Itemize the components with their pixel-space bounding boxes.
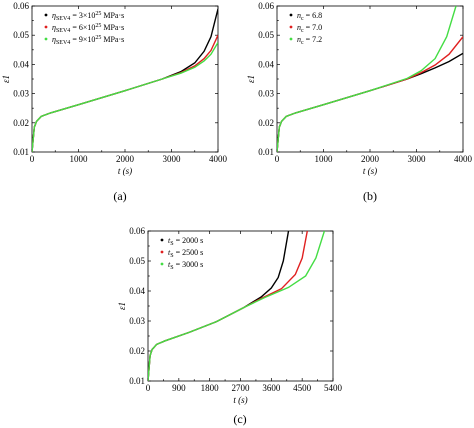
y-tick-label: 0.05 <box>129 256 145 266</box>
series-line-2 <box>277 6 457 152</box>
legend-label: ηSEV4 = 9×1025 MPa·s <box>52 35 124 46</box>
legend-marker <box>160 250 164 254</box>
x-axis-title: t (s) <box>118 166 132 176</box>
y-tick-label: 0.04 <box>258 59 274 69</box>
x-axis-title: t (s) <box>363 166 377 176</box>
x-axis-title: t (s) <box>233 395 247 405</box>
y-tick-label: 0.06 <box>129 226 145 236</box>
y-tick-label: 0.03 <box>13 89 29 99</box>
x-tick-label: 1000 <box>315 154 334 164</box>
legend-marker <box>289 25 293 29</box>
x-tick-label: 4000 <box>209 154 228 164</box>
series-line-1 <box>277 36 463 152</box>
y-axis-title: ε1 <box>246 75 256 83</box>
legend-label: tS = 2000 s <box>168 236 203 247</box>
legend-marker <box>44 13 48 17</box>
y-tick-label: 0.02 <box>13 118 29 128</box>
x-tick-label: 3600 <box>262 383 281 393</box>
x-tick-label: 1000 <box>70 154 89 164</box>
series-line-2 <box>32 42 218 152</box>
panel-label: (a) <box>113 189 126 203</box>
y-tick-label: 0.01 <box>258 147 274 157</box>
x-tick-label: 0 <box>30 154 35 164</box>
y-tick-label: 0.03 <box>258 89 274 99</box>
legend-label: nc = 7.0 <box>297 23 322 34</box>
y-tick-label: 0.05 <box>258 30 274 40</box>
y-axis-title: ε1 <box>1 75 11 83</box>
y-tick-label: 0.06 <box>13 1 29 11</box>
legend-marker <box>44 37 48 41</box>
y-tick-label: 0.02 <box>129 346 145 356</box>
x-tick-label: 5400 <box>324 383 343 393</box>
legend-marker <box>160 238 164 242</box>
chart-panel-1: 0 1000 2000 3000 4000 0.01 0.02 0.03 0.04 0.05 0.0… <box>246 1 473 203</box>
x-tick-label: 2000 <box>116 154 135 164</box>
panel-label: (b) <box>363 189 377 203</box>
legend-label: nc = 6.8 <box>297 11 322 22</box>
x-tick-label: 1800 <box>201 383 220 393</box>
series-line-2 <box>148 231 326 381</box>
x-tick-label: 3000 <box>163 154 182 164</box>
y-tick-label: 0.02 <box>258 118 274 128</box>
legend-label: ηSEV4 = 3×1025 MPa·s <box>52 11 124 22</box>
x-tick-label: 4500 <box>293 383 312 393</box>
y-tick-label: 0.01 <box>129 376 145 386</box>
chart-panel-2: 0 900 1800 2700 3600 4500 5400 0.01 0.02 0.03 0.04… <box>117 226 343 426</box>
chart-panel-0: 0 1000 2000 3000 4000 0.01 0.02 0.03 0.04 0.05 0.0… <box>1 1 228 203</box>
x-tick-label: 4000 <box>454 154 473 164</box>
x-tick-label: 2000 <box>361 154 380 164</box>
legend-marker <box>44 25 48 29</box>
y-tick-label: 0.01 <box>13 147 29 157</box>
x-tick-label: 900 <box>172 383 186 393</box>
x-tick-label: 0 <box>275 154 280 164</box>
panel-label: (c) <box>233 412 246 426</box>
legend-label: ηSEV4 = 6×1025 MPa·s <box>52 23 124 34</box>
x-tick-label: 2700 <box>232 383 251 393</box>
legend-marker <box>289 37 293 41</box>
legend-marker <box>160 262 164 266</box>
x-tick-label: 0 <box>146 383 151 393</box>
series-line-1 <box>32 34 218 152</box>
legend-label: tS = 2500 s <box>168 248 203 259</box>
x-tick-label: 3000 <box>408 154 427 164</box>
legend-label: nc = 7.2 <box>297 35 322 46</box>
y-axis-title: ε1 <box>117 302 127 310</box>
series-line-0 <box>277 52 463 152</box>
y-tick-label: 0.03 <box>129 316 145 326</box>
legend-label: tS = 3000 s <box>168 260 203 271</box>
legend-marker <box>289 13 293 17</box>
y-tick-label: 0.04 <box>129 286 145 296</box>
y-tick-label: 0.04 <box>13 59 29 69</box>
y-tick-label: 0.05 <box>13 30 29 40</box>
y-tick-label: 0.06 <box>258 1 274 11</box>
